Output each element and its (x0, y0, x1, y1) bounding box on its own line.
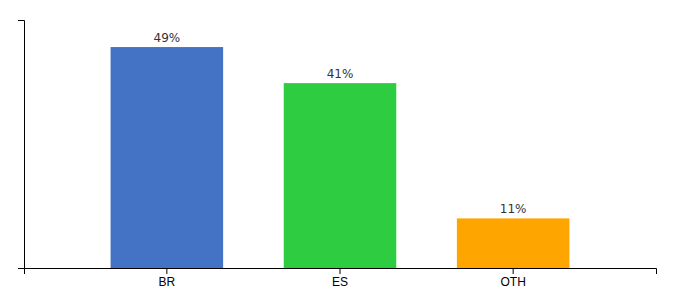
y-axis-line (18, 21, 25, 269)
x-tick-mark (340, 268, 341, 274)
y-axis (18, 21, 25, 269)
data-label: 11% (500, 202, 527, 216)
data-label: 49% (154, 31, 181, 45)
x-tick-label: ES (332, 275, 348, 289)
plot: BR ES OTH 49% 41% 11% (18, 21, 657, 289)
x-tick-label: BR (159, 275, 176, 289)
x-axis: BR ES OTH (25, 268, 657, 289)
x-axis-line (25, 269, 657, 275)
x-tick: OTH (500, 268, 525, 289)
bar (457, 218, 570, 268)
x-tick-mark (513, 268, 514, 274)
bar (111, 47, 224, 268)
data-labels: 49% 41% 11% (154, 31, 527, 216)
bars (111, 47, 570, 268)
bar (284, 83, 397, 268)
x-tick: ES (332, 268, 348, 289)
x-tick-mark (166, 268, 167, 274)
chart: BR ES OTH 49% 41% 11% (0, 0, 680, 300)
x-tick: BR (159, 268, 176, 289)
data-label: 41% (327, 67, 354, 81)
x-tick-label: OTH (500, 275, 525, 289)
